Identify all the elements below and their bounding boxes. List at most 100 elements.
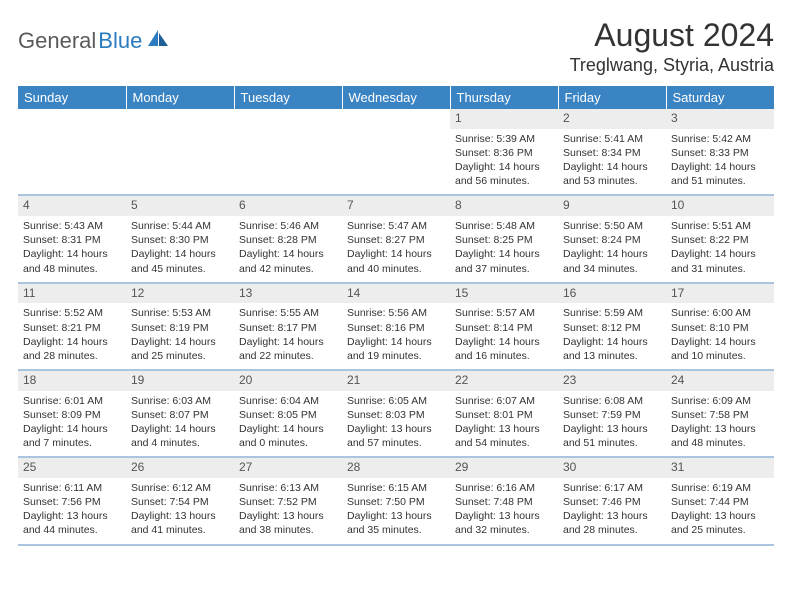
day-details: Sunrise: 6:01 AMSunset: 8:09 PMDaylight:… bbox=[18, 391, 126, 457]
calendar-day-cell: 26Sunrise: 6:12 AMSunset: 7:54 PMDayligh… bbox=[126, 457, 234, 544]
day-number: 1 bbox=[450, 109, 558, 129]
day-number bbox=[234, 109, 342, 129]
calendar-day-cell bbox=[342, 109, 450, 195]
day-details: Sunrise: 5:50 AMSunset: 8:24 PMDaylight:… bbox=[558, 216, 666, 282]
day-number: 14 bbox=[342, 284, 450, 304]
day-details: Sunrise: 6:07 AMSunset: 8:01 PMDaylight:… bbox=[450, 391, 558, 457]
day-number: 27 bbox=[234, 458, 342, 478]
logo-sail-icon bbox=[146, 28, 170, 53]
calendar-header-row: Sunday Monday Tuesday Wednesday Thursday… bbox=[18, 86, 774, 109]
calendar-day-cell: 29Sunrise: 6:16 AMSunset: 7:48 PMDayligh… bbox=[450, 457, 558, 544]
logo-text-gray: General bbox=[18, 28, 96, 54]
day-details bbox=[342, 129, 450, 187]
day-number: 6 bbox=[234, 196, 342, 216]
day-number: 18 bbox=[18, 371, 126, 391]
day-number: 29 bbox=[450, 458, 558, 478]
day-details bbox=[234, 129, 342, 187]
day-details bbox=[126, 129, 234, 187]
calendar-page: GeneralBlue August 2024 Treglwang, Styri… bbox=[0, 0, 792, 546]
day-number: 5 bbox=[126, 196, 234, 216]
calendar-day-cell: 2Sunrise: 5:41 AMSunset: 8:34 PMDaylight… bbox=[558, 109, 666, 195]
weekday-header: Wednesday bbox=[342, 86, 450, 109]
calendar-day-cell: 1Sunrise: 5:39 AMSunset: 8:36 PMDaylight… bbox=[450, 109, 558, 195]
day-details: Sunrise: 6:19 AMSunset: 7:44 PMDaylight:… bbox=[666, 478, 774, 544]
calendar-day-cell: 7Sunrise: 5:47 AMSunset: 8:27 PMDaylight… bbox=[342, 195, 450, 282]
day-number: 23 bbox=[558, 371, 666, 391]
calendar-day-cell bbox=[234, 109, 342, 195]
calendar-week-row: 18Sunrise: 6:01 AMSunset: 8:09 PMDayligh… bbox=[18, 370, 774, 457]
calendar-day-cell: 11Sunrise: 5:52 AMSunset: 8:21 PMDayligh… bbox=[18, 283, 126, 370]
calendar-day-cell: 27Sunrise: 6:13 AMSunset: 7:52 PMDayligh… bbox=[234, 457, 342, 544]
calendar-day-cell: 19Sunrise: 6:03 AMSunset: 8:07 PMDayligh… bbox=[126, 370, 234, 457]
calendar-day-cell: 12Sunrise: 5:53 AMSunset: 8:19 PMDayligh… bbox=[126, 283, 234, 370]
day-number: 8 bbox=[450, 196, 558, 216]
day-details: Sunrise: 5:42 AMSunset: 8:33 PMDaylight:… bbox=[666, 129, 774, 195]
day-number: 9 bbox=[558, 196, 666, 216]
calendar-day-cell bbox=[126, 109, 234, 195]
day-number: 25 bbox=[18, 458, 126, 478]
day-details: Sunrise: 6:16 AMSunset: 7:48 PMDaylight:… bbox=[450, 478, 558, 544]
day-details: Sunrise: 6:17 AMSunset: 7:46 PMDaylight:… bbox=[558, 478, 666, 544]
day-details: Sunrise: 5:53 AMSunset: 8:19 PMDaylight:… bbox=[126, 303, 234, 369]
calendar-day-cell: 28Sunrise: 6:15 AMSunset: 7:50 PMDayligh… bbox=[342, 457, 450, 544]
calendar-day-cell: 15Sunrise: 5:57 AMSunset: 8:14 PMDayligh… bbox=[450, 283, 558, 370]
calendar-day-cell: 21Sunrise: 6:05 AMSunset: 8:03 PMDayligh… bbox=[342, 370, 450, 457]
day-number: 21 bbox=[342, 371, 450, 391]
calendar-day-cell: 31Sunrise: 6:19 AMSunset: 7:44 PMDayligh… bbox=[666, 457, 774, 544]
day-details: Sunrise: 5:48 AMSunset: 8:25 PMDaylight:… bbox=[450, 216, 558, 282]
calendar-week-row: 4Sunrise: 5:43 AMSunset: 8:31 PMDaylight… bbox=[18, 195, 774, 282]
calendar-day-cell: 14Sunrise: 5:56 AMSunset: 8:16 PMDayligh… bbox=[342, 283, 450, 370]
day-number: 17 bbox=[666, 284, 774, 304]
calendar-day-cell: 18Sunrise: 6:01 AMSunset: 8:09 PMDayligh… bbox=[18, 370, 126, 457]
day-details: Sunrise: 6:03 AMSunset: 8:07 PMDaylight:… bbox=[126, 391, 234, 457]
weekday-header: Friday bbox=[558, 86, 666, 109]
day-details: Sunrise: 5:41 AMSunset: 8:34 PMDaylight:… bbox=[558, 129, 666, 195]
header: GeneralBlue August 2024 Treglwang, Styri… bbox=[18, 18, 774, 76]
day-number: 11 bbox=[18, 284, 126, 304]
day-details: Sunrise: 6:15 AMSunset: 7:50 PMDaylight:… bbox=[342, 478, 450, 544]
day-details: Sunrise: 5:57 AMSunset: 8:14 PMDaylight:… bbox=[450, 303, 558, 369]
calendar-table: Sunday Monday Tuesday Wednesday Thursday… bbox=[18, 86, 774, 545]
calendar-day-cell: 17Sunrise: 6:00 AMSunset: 8:10 PMDayligh… bbox=[666, 283, 774, 370]
calendar-week-row: 11Sunrise: 5:52 AMSunset: 8:21 PMDayligh… bbox=[18, 283, 774, 370]
day-details: Sunrise: 6:13 AMSunset: 7:52 PMDaylight:… bbox=[234, 478, 342, 544]
day-number: 24 bbox=[666, 371, 774, 391]
day-number: 30 bbox=[558, 458, 666, 478]
day-number bbox=[18, 109, 126, 129]
day-details: Sunrise: 5:56 AMSunset: 8:16 PMDaylight:… bbox=[342, 303, 450, 369]
day-details: Sunrise: 6:04 AMSunset: 8:05 PMDaylight:… bbox=[234, 391, 342, 457]
day-number: 22 bbox=[450, 371, 558, 391]
calendar-body: 1Sunrise: 5:39 AMSunset: 8:36 PMDaylight… bbox=[18, 109, 774, 544]
day-details: Sunrise: 5:55 AMSunset: 8:17 PMDaylight:… bbox=[234, 303, 342, 369]
calendar-day-cell: 24Sunrise: 6:09 AMSunset: 7:58 PMDayligh… bbox=[666, 370, 774, 457]
day-number: 13 bbox=[234, 284, 342, 304]
day-number: 20 bbox=[234, 371, 342, 391]
day-number: 12 bbox=[126, 284, 234, 304]
day-details: Sunrise: 6:08 AMSunset: 7:59 PMDaylight:… bbox=[558, 391, 666, 457]
weekday-header: Tuesday bbox=[234, 86, 342, 109]
calendar-day-cell: 16Sunrise: 5:59 AMSunset: 8:12 PMDayligh… bbox=[558, 283, 666, 370]
calendar-day-cell: 3Sunrise: 5:42 AMSunset: 8:33 PMDaylight… bbox=[666, 109, 774, 195]
day-details: Sunrise: 6:11 AMSunset: 7:56 PMDaylight:… bbox=[18, 478, 126, 544]
title-block: August 2024 Treglwang, Styria, Austria bbox=[570, 18, 774, 76]
day-details: Sunrise: 6:12 AMSunset: 7:54 PMDaylight:… bbox=[126, 478, 234, 544]
calendar-day-cell: 13Sunrise: 5:55 AMSunset: 8:17 PMDayligh… bbox=[234, 283, 342, 370]
day-number bbox=[342, 109, 450, 129]
weekday-header: Saturday bbox=[666, 86, 774, 109]
day-details: Sunrise: 6:09 AMSunset: 7:58 PMDaylight:… bbox=[666, 391, 774, 457]
calendar-day-cell: 23Sunrise: 6:08 AMSunset: 7:59 PMDayligh… bbox=[558, 370, 666, 457]
location: Treglwang, Styria, Austria bbox=[570, 55, 774, 76]
weekday-header: Sunday bbox=[18, 86, 126, 109]
day-details: Sunrise: 5:39 AMSunset: 8:36 PMDaylight:… bbox=[450, 129, 558, 195]
day-details: Sunrise: 6:00 AMSunset: 8:10 PMDaylight:… bbox=[666, 303, 774, 369]
day-details: Sunrise: 5:46 AMSunset: 8:28 PMDaylight:… bbox=[234, 216, 342, 282]
day-details: Sunrise: 5:52 AMSunset: 8:21 PMDaylight:… bbox=[18, 303, 126, 369]
calendar-day-cell: 25Sunrise: 6:11 AMSunset: 7:56 PMDayligh… bbox=[18, 457, 126, 544]
calendar-day-cell: 10Sunrise: 5:51 AMSunset: 8:22 PMDayligh… bbox=[666, 195, 774, 282]
calendar-day-cell: 5Sunrise: 5:44 AMSunset: 8:30 PMDaylight… bbox=[126, 195, 234, 282]
calendar-day-cell: 9Sunrise: 5:50 AMSunset: 8:24 PMDaylight… bbox=[558, 195, 666, 282]
day-number: 2 bbox=[558, 109, 666, 129]
day-details: Sunrise: 5:47 AMSunset: 8:27 PMDaylight:… bbox=[342, 216, 450, 282]
logo-text-blue: Blue bbox=[98, 28, 142, 54]
day-number bbox=[126, 109, 234, 129]
